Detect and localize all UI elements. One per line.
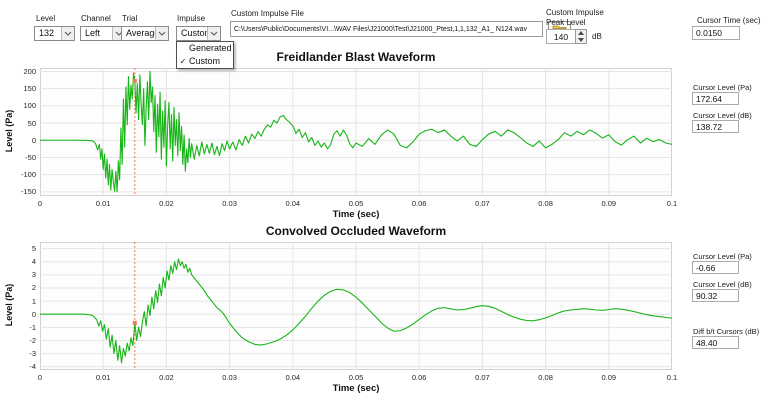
- custom-impulse-file-label: Custom Impulse File: [231, 9, 304, 18]
- chart1-cursor-level-pa-value: 172.64: [692, 92, 739, 105]
- chevron-down-icon: [61, 27, 74, 40]
- x-tick-label: 0.09: [601, 373, 617, 382]
- y-tick-label: -1: [29, 322, 36, 332]
- x-tick-label: 0.03: [222, 199, 237, 208]
- check-icon: ✓: [179, 57, 187, 66]
- y-tick-label: -4: [29, 362, 36, 372]
- x-tick-label: 0.04: [285, 199, 301, 208]
- impulse-value: Custom: [181, 28, 207, 38]
- dropdown-option-generated[interactable]: Generated: [177, 42, 233, 55]
- y-tick-label: -2: [29, 335, 36, 345]
- chart2-title: Convolved Occluded Waveform: [265, 224, 447, 238]
- channel-value: Left: [85, 28, 101, 38]
- stepper-down-button[interactable]: [576, 37, 586, 44]
- stepper-up-button[interactable]: [576, 30, 586, 37]
- x-tick-label: 0.05: [348, 373, 364, 382]
- waveform-path: [40, 258, 672, 364]
- custom-impulse-file-input[interactable]: C:\Users\Public\Documents\VI...\WAV File…: [230, 21, 543, 37]
- x-tick-label: 0.05: [348, 199, 364, 208]
- peak-level-input[interactable]: 140: [546, 29, 576, 44]
- chart1-title: Freidlander Blast Waveform: [276, 50, 436, 64]
- peak-level-label-line2: Peak Level: [546, 18, 586, 27]
- option-label: Custom: [189, 56, 221, 66]
- level-value: 132: [39, 28, 55, 38]
- y-tick-label: 2: [31, 283, 36, 293]
- y-tick-label: 50: [27, 118, 36, 128]
- chart2-cursor-level-pa-label: Cursor Level (Pa): [693, 252, 752, 261]
- x-tick-label: 0.02: [159, 199, 174, 208]
- cursor-marker: [132, 78, 137, 83]
- y-tick-label: -3: [29, 349, 36, 359]
- chart2-plot[interactable]: [40, 242, 672, 370]
- x-tick-label: 0.07: [475, 373, 490, 382]
- channel-label: Channel: [81, 14, 111, 23]
- x-tick-label: 0.1: [666, 373, 678, 382]
- peak-level-unit: dB: [592, 32, 602, 41]
- y-tick-label: 200: [23, 66, 36, 76]
- chart2-xlabel: Time (sec): [332, 383, 380, 394]
- chevron-down-icon: [207, 27, 220, 40]
- y-tick-label: -150: [20, 187, 36, 197]
- x-tick-label: 0.01: [95, 373, 111, 382]
- x-tick-label: 0.06: [411, 199, 427, 208]
- chart2-cursor-level-db-value: 90.32: [692, 289, 739, 302]
- peak-level-label-line1: Custom Impulse: [546, 8, 604, 17]
- y-tick-label: 4: [31, 257, 36, 267]
- peak-level-stepper: [575, 29, 587, 44]
- chart1-xlabel: Time (sec): [332, 209, 380, 220]
- x-tick-label: 0.1: [666, 199, 678, 208]
- y-tick-label: -100: [20, 170, 36, 180]
- diff-bt-cursors-label: Diff b/t Cursors (dB): [693, 327, 760, 336]
- x-tick-label: 0.08: [538, 199, 553, 208]
- cursor-time-label: Cursor Time (sec): [697, 16, 761, 25]
- y-tick-label: 0: [31, 309, 36, 319]
- level-dropdown[interactable]: 132: [34, 26, 75, 41]
- chart1-cursor-level-db-label: Cursor Level (dB): [693, 111, 752, 120]
- cursor-time-input[interactable]: 0.0150: [692, 26, 740, 40]
- x-tick-label: 0: [37, 199, 43, 208]
- impulse-dropdown[interactable]: Custom: [176, 26, 221, 41]
- chart2-cursor-level-pa-value: -0.66: [692, 261, 739, 274]
- chart2-cursor-level-db-label: Cursor Level (dB): [693, 280, 752, 289]
- impulse-dropdown-list: Generated ✓ Custom: [176, 41, 234, 69]
- chevron-down-icon: [155, 27, 168, 40]
- trial-dropdown[interactable]: Average: [121, 26, 169, 41]
- chart1-cursor-level-db-value: 138.72: [692, 120, 739, 133]
- y-tick-label: 5: [31, 244, 36, 254]
- channel-dropdown[interactable]: Left: [80, 26, 126, 41]
- x-tick-label: 0.09: [601, 199, 617, 208]
- x-tick-label: 0.02: [159, 373, 174, 382]
- diff-bt-cursors-value: 48.40: [692, 336, 739, 349]
- y-tick-label: 150: [23, 84, 36, 94]
- x-tick-label: 0.04: [285, 373, 301, 382]
- dropdown-option-custom[interactable]: ✓ Custom: [177, 55, 233, 68]
- cursor-marker: [132, 320, 137, 325]
- check-gutter: [177, 42, 189, 55]
- y-tick-label: 100: [23, 101, 36, 111]
- y-tick-label: 1: [31, 296, 36, 306]
- x-tick-label: 0.06: [411, 373, 427, 382]
- option-label: Generated: [189, 43, 232, 53]
- x-tick-label: 0.03: [222, 373, 237, 382]
- chart1-plot[interactable]: [40, 68, 672, 196]
- y-tick-label: 3: [31, 270, 36, 280]
- x-tick-label: 0.07: [475, 199, 490, 208]
- impulse-label: Impulse: [177, 14, 206, 23]
- trial-value: Average: [126, 28, 155, 38]
- y-tick-label: 0: [31, 135, 36, 145]
- x-tick-label: 0.08: [538, 373, 553, 382]
- chart1-cursor-level-pa-label: Cursor Level (Pa): [693, 83, 752, 92]
- waveform-path: [40, 70, 672, 193]
- level-label: Level: [36, 14, 56, 23]
- x-tick-label: 0: [37, 373, 43, 382]
- y-tick-label: -50: [25, 152, 36, 162]
- x-tick-label: 0.01: [95, 199, 111, 208]
- trial-label: Trial: [122, 14, 138, 23]
